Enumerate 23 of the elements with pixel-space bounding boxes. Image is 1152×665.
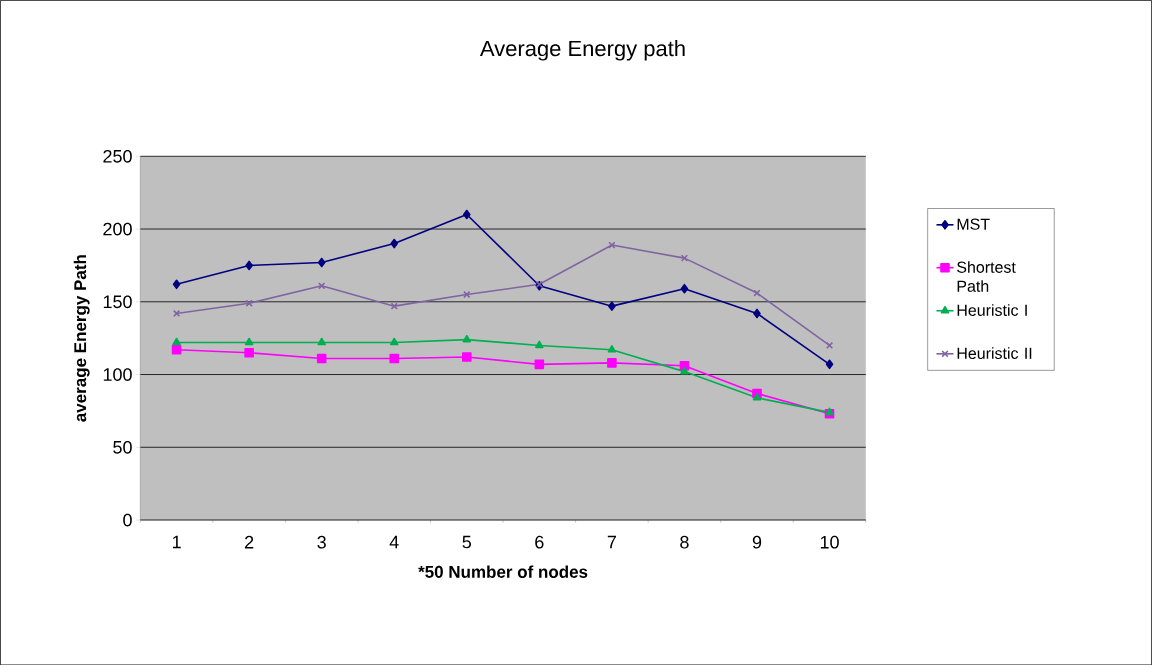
y-tick-label: 100 [103, 368, 132, 381]
x-tick-label: 8 [680, 535, 689, 549]
x-tick-label: 6 [535, 535, 544, 549]
y-tick-label: 0 [123, 513, 132, 527]
x-tick-label: 2 [245, 535, 254, 549]
x-tick-label: 5 [462, 535, 472, 549]
legend-label: MST [957, 218, 990, 230]
chart-title: Average Energy path [479, 39, 685, 61]
y-axis-title: average Energy Path [73, 255, 90, 422]
x-tick-label: 1 [172, 535, 181, 549]
y-tick-label: 200 [103, 222, 132, 236]
x-tick-label: 4 [389, 535, 399, 549]
y-tick-label: 50 [113, 440, 132, 454]
x-axis-title: *50 Number of nodes [418, 565, 588, 578]
y-tick-label: 150 [103, 295, 132, 308]
y-tick-label: 250 [103, 149, 132, 163]
x-tick-label: 3 [317, 535, 326, 549]
legend-label: Shortest Path [957, 260, 1016, 292]
x-tick-label: 10 [820, 535, 839, 549]
legend-label: Heuristic II [957, 347, 1032, 359]
x-tick-label: 7 [607, 535, 616, 549]
x-tick-label: 9 [752, 535, 762, 549]
legend-label: Heuristic I [957, 304, 1027, 316]
